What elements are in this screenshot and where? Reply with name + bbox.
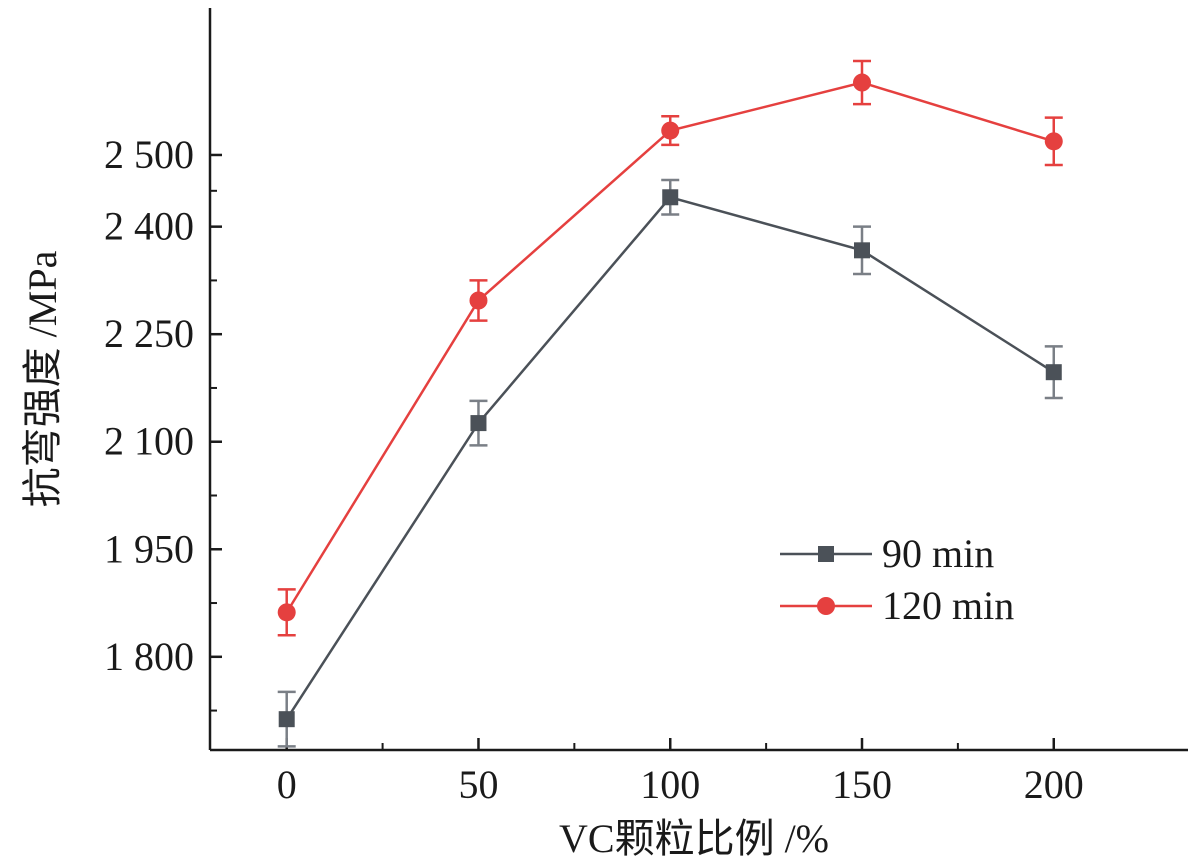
series-120-min bbox=[277, 59, 1063, 637]
y-tick-label: 1 950 bbox=[104, 526, 194, 571]
y-tick-label: 2 400 bbox=[104, 204, 194, 249]
data-point bbox=[661, 121, 680, 140]
x-tick-label: 0 bbox=[277, 762, 297, 807]
data-point bbox=[854, 242, 870, 259]
data-point bbox=[470, 415, 487, 432]
y-tick-label: 1 800 bbox=[104, 634, 194, 679]
x-tick-label: 100 bbox=[640, 762, 700, 807]
y-axis-title: 抗弯强度 /MPa bbox=[20, 250, 65, 507]
y-tick-label: 2 100 bbox=[104, 419, 194, 464]
x-tick-label: 150 bbox=[832, 762, 892, 807]
data-point bbox=[853, 73, 871, 92]
legend-marker bbox=[818, 546, 834, 562]
legend-item: 90 min bbox=[780, 531, 994, 576]
x-axis-ticks: 0 50 100 150 200 bbox=[277, 738, 1084, 807]
legend-item: 120 min bbox=[780, 583, 1014, 628]
data-point bbox=[469, 291, 488, 310]
series-layer bbox=[277, 59, 1063, 748]
y-tick-label: 2 500 bbox=[104, 132, 194, 177]
y-axis-ticks: 1 800 1 950 2 100 2 250 2 400 2 500 bbox=[104, 132, 222, 712]
series-90-min bbox=[277, 178, 1063, 748]
legend-label: 120 min bbox=[882, 583, 1014, 628]
data-point bbox=[1045, 364, 1062, 381]
data-point bbox=[1044, 132, 1063, 151]
data-point bbox=[662, 189, 679, 206]
x-tick-label: 200 bbox=[1024, 762, 1084, 807]
x-axis-title: VC颗粒比例 /% bbox=[559, 816, 829, 861]
axes bbox=[208, 8, 1188, 752]
legend-marker bbox=[817, 597, 835, 615]
x-tick-label: 50 bbox=[458, 762, 498, 807]
data-point bbox=[278, 711, 295, 728]
legend-label: 90 min bbox=[882, 531, 994, 576]
legend: 90 min 120 min bbox=[780, 531, 1014, 628]
y-tick-label: 2 250 bbox=[104, 311, 194, 356]
series-line bbox=[285, 195, 1055, 720]
data-point bbox=[277, 603, 296, 622]
